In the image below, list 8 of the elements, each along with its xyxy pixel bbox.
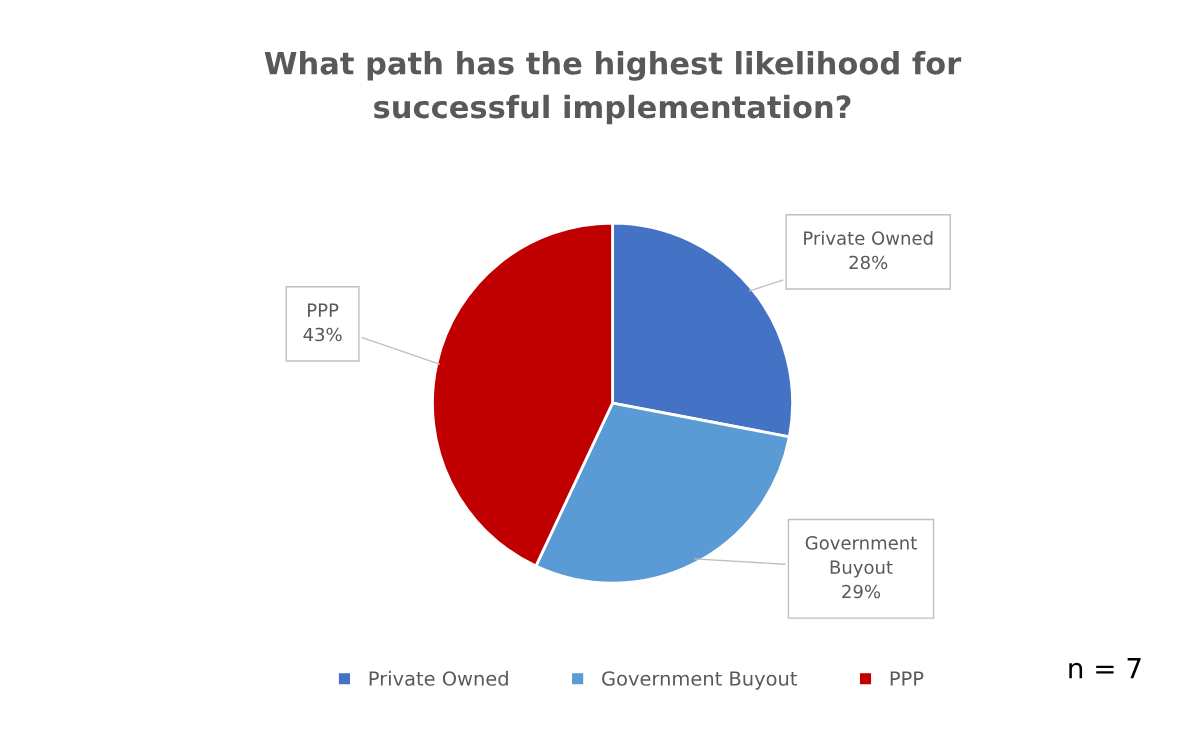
chart-title: What path has the highest likelihood for successful implementation? xyxy=(264,51,962,125)
legend-label: Government Buyout xyxy=(602,671,797,690)
legend-label: Private Owned xyxy=(369,670,508,686)
legend-label: PPP xyxy=(890,671,924,686)
data-label: PPP 43% xyxy=(303,303,342,342)
text: n = 7 xyxy=(1069,658,1141,679)
data-label: Government Buyout 29% xyxy=(805,536,917,599)
data-label: Private Owned 28% xyxy=(804,230,933,270)
